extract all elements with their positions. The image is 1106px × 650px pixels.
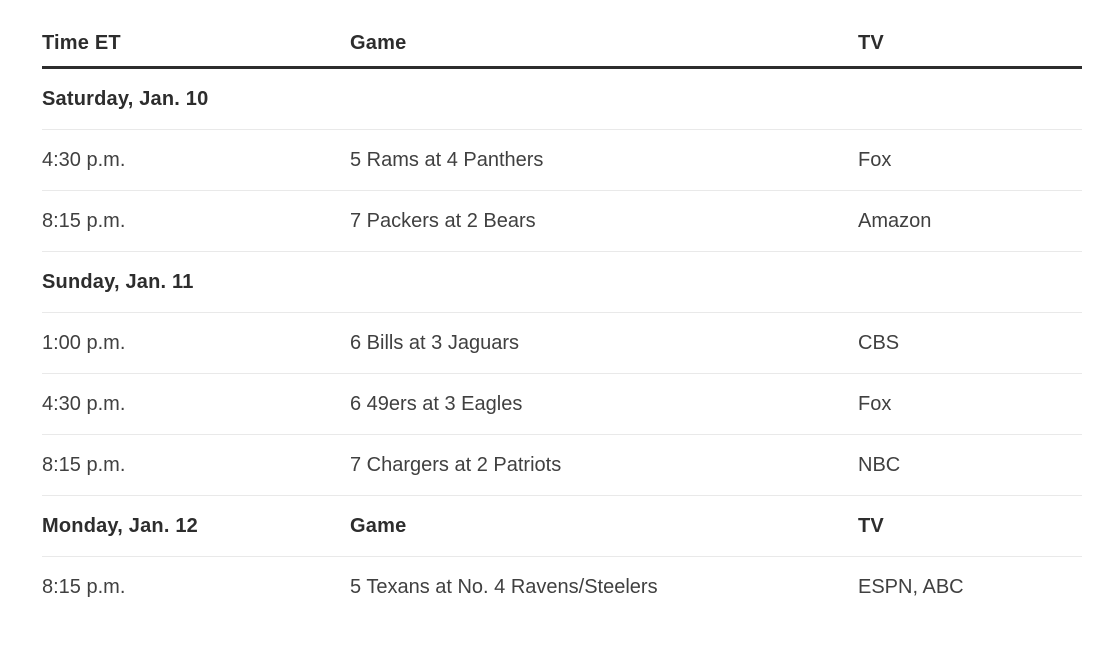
table-row: 8:15 p.m. 5 Texans at No. 4 Ravens/Steel… <box>42 556 1082 617</box>
tv-cell: CBS <box>858 332 900 354</box>
section-row-monday: Monday, Jan. 12 Game TV <box>42 495 1082 556</box>
table-row: 8:15 p.m. 7 Chargers at 2 Patriots NBC <box>42 434 1082 495</box>
table-row: 4:30 p.m. 6 49ers at 3 Eagles Fox <box>42 373 1082 434</box>
tv-cell: ESPN, ABC <box>858 576 964 598</box>
game-cell: 5 Texans at No. 4 Ravens/Steelers <box>350 576 658 598</box>
section-date-label: Sunday, Jan. 11 <box>42 271 194 293</box>
game-cell: 7 Packers at 2 Bears <box>350 210 536 232</box>
tv-cell: Amazon <box>858 210 932 232</box>
time-cell: 1:00 p.m. <box>42 332 126 354</box>
time-cell: 4:30 p.m. <box>42 149 126 171</box>
table-header-row: Time ET Game TV <box>42 20 1082 69</box>
section-date-label: Saturday, Jan. 10 <box>42 88 209 110</box>
section-game-label: Game <box>350 515 407 537</box>
section-row-sunday: Sunday, Jan. 11 <box>42 251 1082 312</box>
section-date-label: Monday, Jan. 12 <box>42 515 199 537</box>
game-cell: 5 Rams at 4 Panthers <box>350 149 544 171</box>
tv-cell: Fox <box>858 393 892 415</box>
time-cell: 8:15 p.m. <box>42 576 126 598</box>
column-header-game: Game <box>350 32 407 54</box>
section-tv-label: TV <box>858 515 884 537</box>
section-row-saturday: Saturday, Jan. 10 <box>42 69 1082 129</box>
column-header-tv: TV <box>858 32 884 54</box>
table-row: 4:30 p.m. 5 Rams at 4 Panthers Fox <box>42 129 1082 190</box>
tv-cell: Fox <box>858 149 892 171</box>
game-cell: 7 Chargers at 2 Patriots <box>350 454 562 476</box>
time-cell: 8:15 p.m. <box>42 454 126 476</box>
time-cell: 4:30 p.m. <box>42 393 126 415</box>
tv-cell: NBC <box>858 454 901 476</box>
game-cell: 6 49ers at 3 Eagles <box>350 393 523 415</box>
table-row: 8:15 p.m. 7 Packers at 2 Bears Amazon <box>42 190 1082 251</box>
column-header-time: Time ET <box>42 32 121 54</box>
schedule-table: Time ET Game TV Saturday, Jan. 10 4:30 p… <box>42 20 1082 617</box>
game-cell: 6 Bills at 3 Jaguars <box>350 332 519 354</box>
table-row: 1:00 p.m. 6 Bills at 3 Jaguars CBS <box>42 312 1082 373</box>
time-cell: 8:15 p.m. <box>42 210 126 232</box>
